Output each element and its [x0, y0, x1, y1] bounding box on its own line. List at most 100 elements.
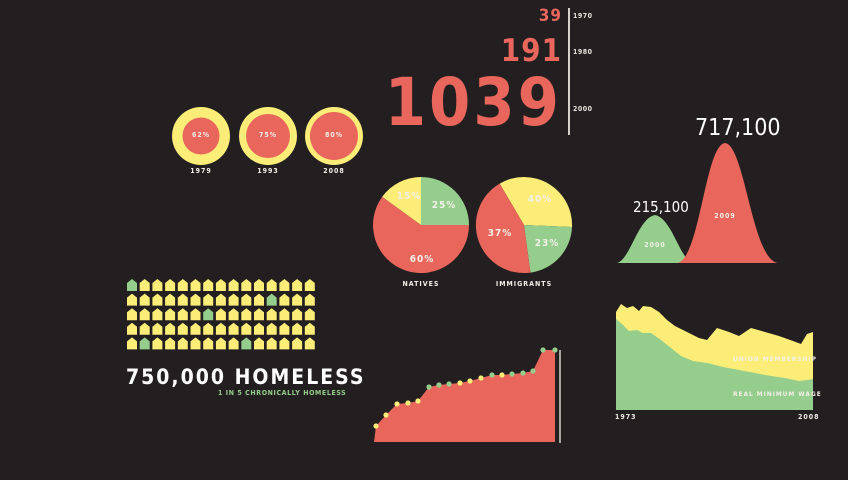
house-icon	[177, 337, 188, 350]
house-icon	[190, 337, 201, 350]
house-icon	[152, 279, 163, 291]
union-wage-chart: UNION MEMBERSHIP REAL MINIMUM WAGE 1973 …	[605, 290, 825, 430]
data-point-dot	[478, 375, 484, 381]
data-point-dot	[394, 401, 400, 407]
growth-year-1970: 1970	[573, 12, 593, 20]
natives-slice-yellow-label: 15%	[396, 191, 422, 202]
house-icon	[228, 337, 239, 350]
bell-charts: 215,100 717,100 2000 2009	[600, 100, 800, 270]
house-icon	[165, 322, 176, 335]
data-point-dot	[489, 372, 495, 378]
union-membership-label: UNION MEMBERSHIP	[733, 355, 817, 363]
house-icon	[304, 337, 315, 350]
data-point-dot	[457, 380, 463, 386]
house-icon	[304, 293, 315, 306]
data-point-dot	[426, 384, 432, 390]
data-point-dot	[446, 381, 452, 387]
pie-immigrants	[475, 176, 573, 274]
homeless-pictogram: 750,000 HOMELESS 1 IN 5 CHRONICALLY HOME…	[120, 270, 363, 405]
house-icon	[215, 293, 226, 306]
house-icon	[203, 279, 214, 291]
bell-small-value: 215,100	[633, 198, 689, 216]
ring-charts: 62% 75% 80% 1979 1993 2008	[160, 100, 380, 180]
house-icon	[254, 308, 264, 321]
house-icon	[228, 322, 239, 335]
house-icon	[228, 293, 239, 306]
house-icon	[215, 308, 226, 321]
house-icon	[152, 308, 163, 321]
data-point-dot	[530, 368, 536, 374]
house-icon	[215, 279, 226, 291]
house-icon	[241, 293, 252, 306]
immigrants-slice-green-label: 23%	[534, 238, 560, 249]
growth-value-1970: 39	[538, 6, 562, 26]
house-icon	[266, 279, 277, 291]
ring-year-1979: 1979	[190, 167, 212, 175]
house-icon	[266, 337, 277, 350]
data-point-dot	[540, 347, 546, 353]
bell-large-value: 717,100	[695, 115, 781, 141]
rings-svg	[172, 107, 363, 165]
pie-natives-label: NATIVES	[402, 280, 440, 288]
house-icon	[190, 308, 201, 321]
house-icon	[304, 322, 315, 335]
step-dots	[373, 347, 558, 429]
house-icon	[292, 308, 303, 321]
natives-slice-green-label: 25%	[431, 200, 457, 211]
step-svg	[373, 347, 561, 443]
house-icon	[215, 337, 226, 350]
data-point-dot	[520, 370, 526, 376]
data-point-dot	[499, 372, 505, 378]
real-minimum-wage-area	[616, 319, 813, 410]
house-icon	[241, 337, 252, 350]
ring-1979-inner	[182, 117, 220, 155]
house-icon	[279, 279, 290, 291]
growth-value-2000: 1039	[384, 64, 562, 141]
bells-svg	[617, 143, 778, 263]
house-icon	[190, 293, 201, 306]
house-icon	[203, 337, 214, 350]
house-icon	[241, 322, 252, 335]
house-icon	[139, 293, 150, 306]
bell-large	[677, 143, 778, 263]
house-icon	[266, 293, 277, 306]
house-icon	[304, 279, 315, 291]
house-icon	[190, 279, 201, 291]
house-icon	[203, 308, 214, 321]
house-icon	[177, 293, 188, 306]
immigrants-slice-red-label: 37%	[487, 228, 513, 239]
house-icon	[177, 322, 188, 335]
growth-axis-line	[568, 8, 570, 135]
house-icon	[241, 279, 252, 291]
growth-year-1980: 1980	[573, 48, 593, 56]
ring-year-2008: 2008	[323, 167, 345, 175]
house-icon	[254, 293, 264, 306]
natives-slice-red-label: 60%	[409, 254, 435, 265]
house-icon	[165, 337, 176, 350]
house-icon	[292, 322, 303, 335]
house-icon	[228, 279, 239, 291]
house-icon	[292, 337, 303, 350]
data-point-dot	[509, 371, 515, 377]
house-icon	[177, 308, 188, 321]
house-icon	[279, 293, 290, 306]
homeless-title: 750,000 HOMELESS	[126, 365, 366, 389]
house-icon	[165, 279, 176, 291]
ring-year-1993: 1993	[257, 167, 279, 175]
house-icon	[292, 293, 303, 306]
area-x-start: 1973	[615, 413, 637, 421]
area-x-end: 2008	[798, 413, 820, 421]
house-icon	[292, 279, 303, 291]
ring-pct-1993: 75%	[258, 131, 278, 139]
house-icon	[266, 308, 277, 321]
house-icon	[165, 293, 176, 306]
house-icon	[152, 322, 163, 335]
pie-natives	[373, 177, 470, 274]
house-icon	[304, 308, 315, 321]
house-icon	[266, 322, 277, 335]
house-icon	[190, 322, 201, 335]
pie-immigrants-label: IMMIGRANTS	[495, 280, 553, 288]
step-area	[374, 350, 555, 442]
data-point-dot	[373, 423, 379, 429]
growth-numbers: 39 191 1039 1970 1980 2000	[385, 0, 620, 145]
